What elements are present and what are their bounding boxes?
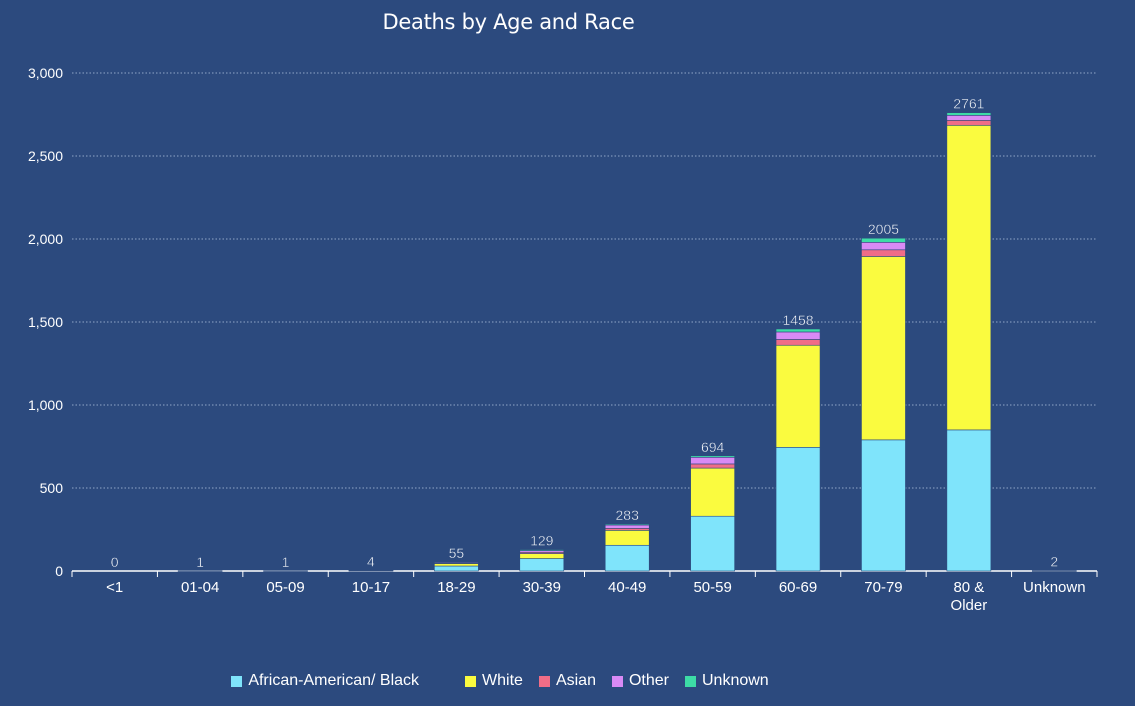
bar-segment[interactable] xyxy=(1031,570,1077,572)
bar-segment[interactable] xyxy=(690,515,735,572)
bar-total-label: 2005 xyxy=(868,221,899,237)
bar-segment[interactable] xyxy=(775,447,821,572)
y-tick-label: 2,000 xyxy=(28,231,63,247)
bar-segment[interactable] xyxy=(861,237,906,243)
bar-segment[interactable] xyxy=(946,112,992,116)
y-tick-label: 2,500 xyxy=(28,148,63,164)
bar-segment[interactable] xyxy=(775,331,821,340)
bar-segment[interactable] xyxy=(775,344,821,448)
bar-segment[interactable] xyxy=(690,456,735,465)
bar-segment[interactable] xyxy=(946,120,992,126)
legend-item[interactable]: Asian xyxy=(538,672,596,690)
bar-segment[interactable] xyxy=(604,523,650,526)
bar-segment[interactable] xyxy=(348,570,394,572)
bar-segment[interactable] xyxy=(861,242,906,251)
legend-item[interactable]: White xyxy=(465,672,523,690)
bar-total-label: 2 xyxy=(1050,554,1058,570)
x-tick-label: 40-49 xyxy=(608,579,646,596)
legend-swatch xyxy=(538,675,550,687)
bar-segment[interactable] xyxy=(946,429,992,572)
x-tick-label: 18-29 xyxy=(437,579,475,596)
x-tick-label: 50-59 xyxy=(693,579,731,596)
bar-segment[interactable] xyxy=(946,124,992,431)
legend-label: African-American/ Black xyxy=(248,672,420,689)
y-tick-label: 3,000 xyxy=(28,65,63,81)
bar-segment[interactable] xyxy=(434,565,479,572)
y-tick-label: 0 xyxy=(55,563,63,579)
bar-segment[interactable] xyxy=(690,463,735,469)
x-tick-label: 01-04 xyxy=(181,579,219,596)
bar-segment[interactable] xyxy=(946,115,992,121)
bar-segment[interactable] xyxy=(861,256,906,441)
bar-segment[interactable] xyxy=(604,544,650,572)
bar-total-label: 1 xyxy=(196,554,204,570)
legend-label: Other xyxy=(628,672,669,689)
bar-segment[interactable] xyxy=(861,439,906,572)
bar-segment[interactable] xyxy=(519,549,565,551)
bar-segment[interactable] xyxy=(861,249,906,257)
bar-segment[interactable] xyxy=(519,553,565,559)
bar-segment[interactable] xyxy=(690,467,735,517)
bar-segment[interactable] xyxy=(519,558,565,572)
x-tick-label: 05-09 xyxy=(266,579,304,596)
bar-total-label: 2761 xyxy=(953,96,984,112)
legend-label: White xyxy=(482,672,523,689)
x-tick-label: 10-17 xyxy=(352,579,390,596)
x-tick-label: Unknown xyxy=(1023,579,1086,596)
bar-segment[interactable] xyxy=(604,524,650,529)
bar-total-label: 1 xyxy=(282,554,290,570)
bar-total-label: 55 xyxy=(449,545,465,561)
x-tick-label: <1 xyxy=(106,579,123,596)
x-tick-label: 60-69 xyxy=(779,579,817,596)
legend-swatch xyxy=(231,675,243,687)
x-tick-label: 70-79 xyxy=(864,579,902,596)
bar-segment[interactable] xyxy=(434,561,479,563)
x-tick-label: 30-39 xyxy=(523,579,561,596)
x-tick-label: 80 & Older xyxy=(951,579,988,614)
bar-segment[interactable] xyxy=(775,339,821,346)
y-tick-label: 500 xyxy=(40,480,64,496)
legend-item[interactable]: Unknown xyxy=(684,672,769,690)
bar-segment[interactable] xyxy=(434,563,479,567)
bar-total-label: 694 xyxy=(701,439,725,455)
legend-item[interactable]: African-American/ Black xyxy=(231,672,419,690)
legend-label: Asian xyxy=(555,672,596,689)
legend-label: Unknown xyxy=(701,672,769,689)
bar-segment[interactable] xyxy=(604,530,650,546)
bar-segment[interactable] xyxy=(690,455,735,458)
bar-segment[interactable] xyxy=(263,570,308,572)
y-tick-label: 1,500 xyxy=(28,314,63,330)
bar-total-label: 0 xyxy=(111,554,119,570)
bar-total-label: 283 xyxy=(616,507,640,523)
bar-total-label: 4 xyxy=(367,553,375,569)
y-tick-label: 1,000 xyxy=(28,397,63,413)
legend: African-American/ Black White Asian Other Un… xyxy=(0,672,1000,690)
bar-segment[interactable] xyxy=(177,570,223,572)
bar-segment[interactable] xyxy=(775,328,821,333)
legend-swatch xyxy=(684,675,696,687)
chart-title: Deaths by Age and Race xyxy=(382,10,635,34)
legend-swatch xyxy=(611,675,623,687)
bar-total-label: 129 xyxy=(530,533,554,549)
legend-item[interactable]: Other xyxy=(611,672,669,690)
legend-swatch xyxy=(465,675,477,687)
bar-total-label: 1458 xyxy=(782,312,813,328)
